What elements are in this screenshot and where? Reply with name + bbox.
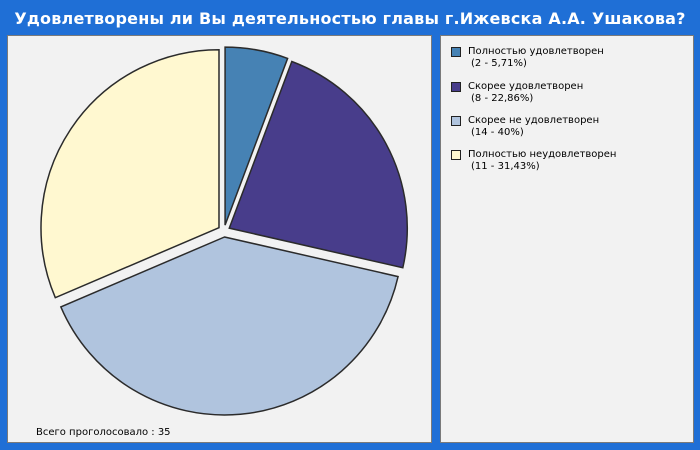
pie-slice-4 bbox=[40, 48, 220, 299]
legend-panel: Полностью удовлетворен (2 - 5,71%) Скоре… bbox=[440, 35, 694, 443]
legend-label-2: Скорее удовлетворен bbox=[468, 81, 584, 92]
legend-detail-2: (8 - 22,86%) bbox=[471, 93, 534, 104]
legend-label-3: Скорее не удовлетворен bbox=[468, 115, 600, 126]
legend-swatch-2 bbox=[451, 82, 461, 92]
legend-detail-1: (2 - 5,71%) bbox=[471, 58, 527, 69]
legend-swatch-4 bbox=[451, 150, 461, 160]
pie-chart bbox=[40, 46, 408, 416]
legend-label-1: Полностью удовлетворен bbox=[468, 46, 604, 57]
legend-detail-4: (11 - 31,43%) bbox=[471, 161, 540, 172]
legend-detail-3: (14 - 40%) bbox=[471, 127, 524, 138]
pie-slice-1 bbox=[224, 46, 289, 226]
total-votes-label: Всего проголосовало : 35 bbox=[36, 427, 171, 438]
legend-swatch-1 bbox=[451, 47, 461, 57]
plot-panel: Всего проголосовало : 35 bbox=[7, 35, 432, 443]
legend-swatch-3 bbox=[451, 116, 461, 126]
chart-title: Удовлетворены ли Вы деятельностью главы … bbox=[14, 8, 686, 28]
pie-slice-3 bbox=[59, 236, 399, 416]
pie-slice-2 bbox=[228, 60, 408, 269]
legend-label-4: Полностью неудовлетворен bbox=[468, 149, 617, 160]
